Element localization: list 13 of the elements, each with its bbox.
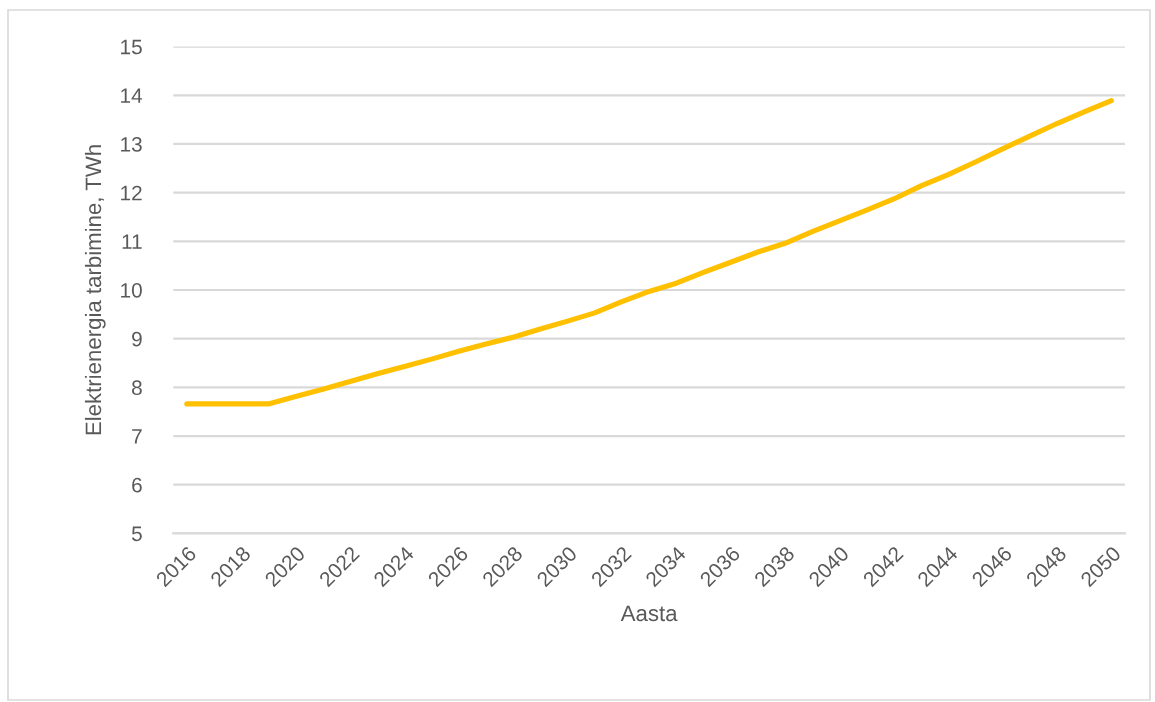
y-tick-label: 15 — [121, 39, 142, 55]
y-tick-label: 7 — [132, 429, 142, 444]
y-tick-label: 10 — [121, 283, 142, 298]
y-tick-label: 9 — [132, 331, 142, 347]
y-tick-label: 11 — [122, 234, 142, 249]
y-tick-label: 8 — [132, 380, 142, 396]
x-axis-title: Aasta — [620, 605, 678, 622]
y-tick-label: 13 — [121, 136, 142, 152]
y-axis-title: Elektrienergia tarbimine, TWh — [84, 145, 106, 435]
y-tick-label: 12 — [121, 185, 142, 201]
y-tick-label: 5 — [131, 526, 142, 542]
y-tick-label: 14 — [121, 88, 143, 103]
y-tick-label: 6 — [132, 477, 142, 493]
